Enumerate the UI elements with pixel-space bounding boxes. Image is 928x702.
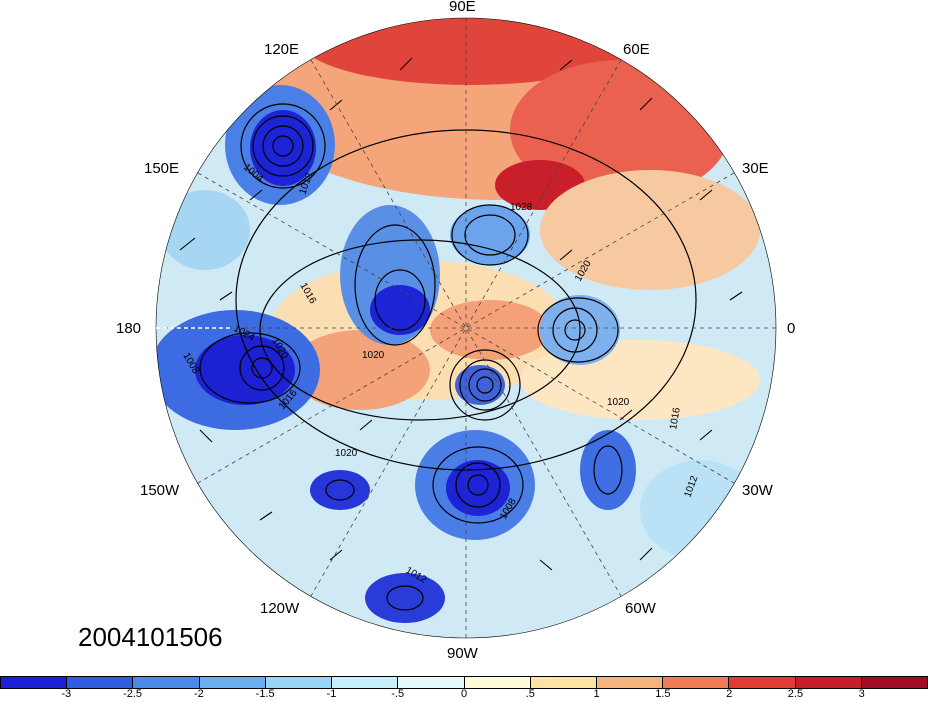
contour-label: 1016	[668, 406, 683, 430]
colorbar-swatch	[596, 677, 664, 688]
colorbar	[0, 676, 928, 689]
colorbar-swatch	[398, 677, 465, 688]
colorbar-tick-label: -2	[193, 688, 204, 700]
colorbar-swatch	[663, 677, 730, 688]
lon-label-30w: 30W	[742, 482, 773, 499]
lon-label-90e: 90E	[449, 0, 476, 15]
colorbar-swatch	[133, 677, 200, 688]
colorbar-tick-label: 1.5	[655, 688, 671, 700]
colorbar-tick-label: 1	[593, 688, 600, 700]
contour-label: 1020	[362, 350, 385, 361]
colorbar-tick-label: -1	[326, 688, 337, 700]
lon-label-120w: 120W	[260, 600, 300, 617]
colorbar-swatch	[332, 677, 399, 688]
lon-label-90w: 90W	[447, 645, 478, 662]
contour-label: 1020	[607, 397, 630, 408]
lon-label-30e: 30E	[742, 160, 769, 177]
colorbar-tick-label: 0	[460, 688, 468, 700]
lon-label-150w: 150W	[140, 482, 180, 499]
colorbar-tick-label: -.5	[391, 688, 405, 700]
lon-label-150e: 150E	[144, 160, 180, 177]
colorbar-swatch	[530, 677, 597, 688]
shaded-field	[156, 18, 776, 638]
colorbar-tick-label: 3	[858, 688, 865, 700]
colorbar-swatch	[1, 677, 68, 688]
lon-label-120e: 120E	[264, 41, 300, 58]
timestamp-label: 2004101506	[78, 622, 223, 652]
colorbar-swatch	[265, 677, 333, 688]
contour-label: 1020	[335, 448, 358, 459]
colorbar-swatch	[464, 677, 531, 688]
colorbar-tick-label: -2.5	[123, 688, 143, 700]
colorbar-swatch	[861, 677, 928, 688]
colorbar-tick-label: .5	[525, 688, 535, 700]
colorbar-tick-label: -1.5	[255, 688, 275, 700]
colorbar-swatch	[199, 677, 266, 688]
lon-label-60e: 60E	[623, 41, 650, 58]
contour-label: 1028	[510, 202, 533, 213]
colorbar-tick-label: 2.5	[787, 688, 804, 700]
lon-label-0: 0	[787, 320, 796, 337]
lon-label-180: 180	[116, 320, 142, 337]
colorbar-swatch	[729, 677, 796, 688]
colorbar-swatch	[795, 677, 862, 688]
colorbar-swatch	[67, 677, 134, 688]
colorbar-tick-label: 2	[726, 688, 733, 700]
colorbar-tick-label: -3	[61, 688, 72, 700]
lon-label-60w: 60W	[625, 600, 656, 617]
